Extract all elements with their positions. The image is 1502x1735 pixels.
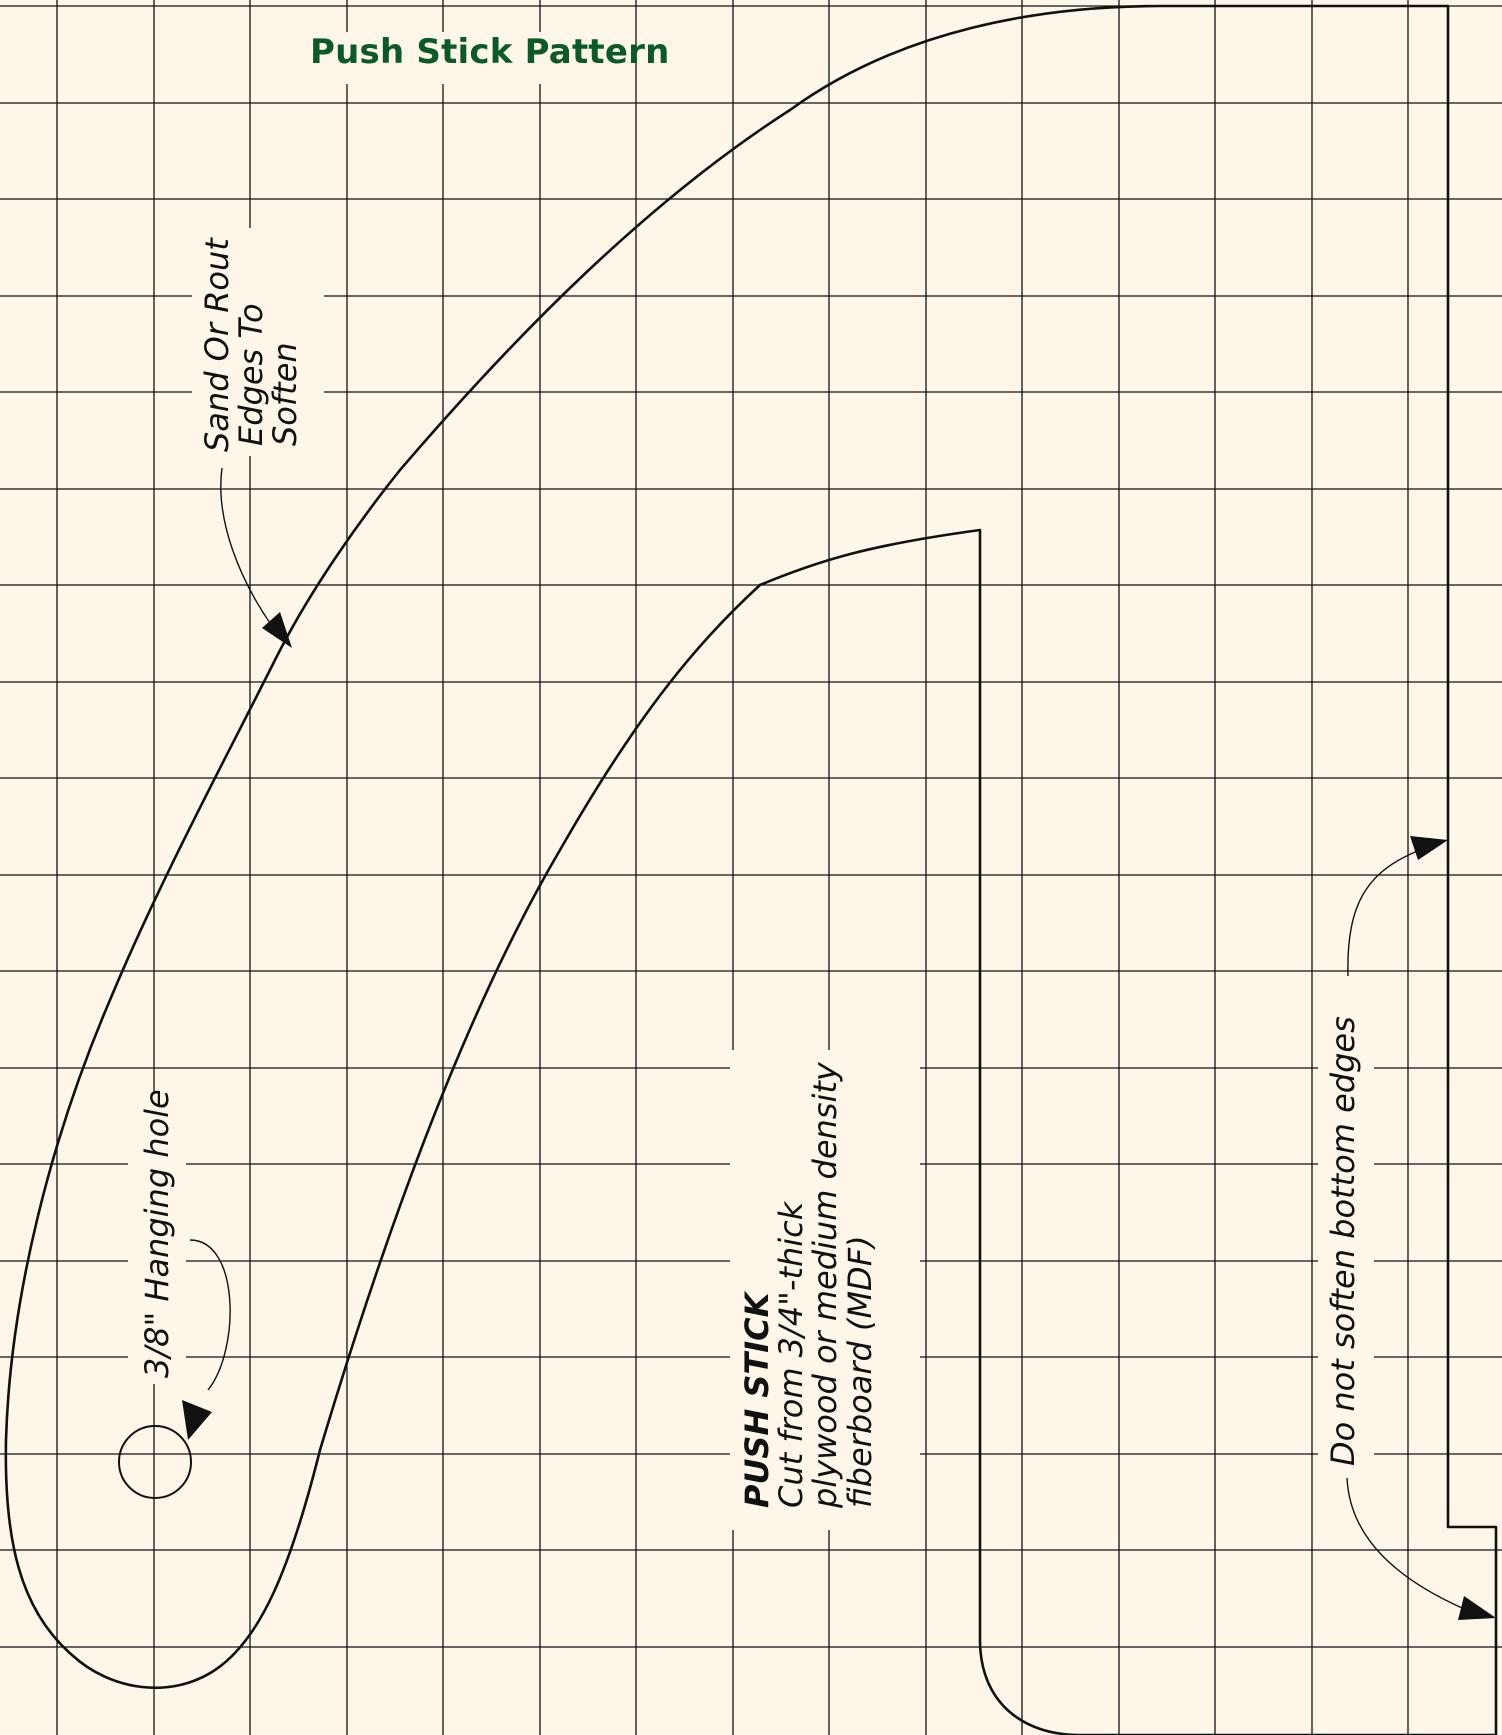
page-title: Push Stick Pattern <box>310 32 670 72</box>
leader-bottom-low <box>1346 1477 1463 1609</box>
edges-note-line-2: Edges To <box>232 303 271 446</box>
edges-note-line-1: Sand Or Rout <box>198 238 236 452</box>
leader-hole <box>189 1239 231 1391</box>
leader-bottom-top <box>1347 849 1421 977</box>
hanging-hole <box>118 1425 192 1499</box>
arrow-hole <box>182 1400 212 1440</box>
push-stick-heading: PUSH STICK <box>738 1292 776 1508</box>
bottom-edges-label: Do not soften bottom edges <box>1324 1016 1362 1466</box>
push-stick-line-1: Cut from 3/4"-thick <box>772 1201 811 1508</box>
bottom-edges-note: Do not soften bottom edges <box>1324 1016 1362 1466</box>
hanging-hole-note: 3/8" Hanging hole <box>138 1089 176 1378</box>
arrow-bottom-low <box>1458 1596 1496 1620</box>
push-stick-line-3: fiberboard (MDF) <box>840 1235 879 1508</box>
push-stick-outline <box>4 4 1498 1735</box>
arrow-edges <box>262 612 292 648</box>
edges-note-line-3: Soften <box>266 342 305 446</box>
arrow-bottom-top <box>1410 836 1448 860</box>
leader-edges <box>220 467 273 627</box>
hanging-hole-label: 3/8" Hanging hole <box>138 1089 176 1378</box>
push-stick-note: PUSH STICK Cut from 3/4"-thick plywood o… <box>738 1062 879 1508</box>
push-stick-line-2: plywood or medium density <box>806 1062 845 1508</box>
edges-note: Sand Or Rout Edges To Soften <box>198 238 305 452</box>
